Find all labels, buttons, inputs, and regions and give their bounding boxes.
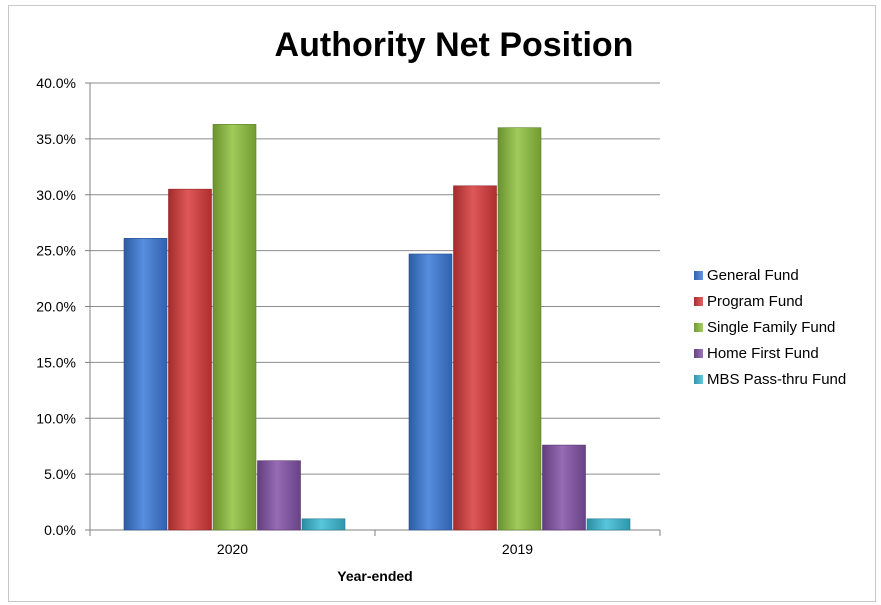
legend-swatch <box>694 296 703 306</box>
y-tick-label: 0.0% <box>44 522 76 538</box>
legend-label: Single Family Fund <box>707 318 836 336</box>
bars <box>123 124 631 531</box>
x-axis-ticks: 2020 2019 <box>89 530 661 557</box>
legend: General Fund Program Fund Single Family Fu… <box>694 262 846 392</box>
bar-home-first-fund-2020 <box>257 460 301 531</box>
x-tick-label: 2020 <box>217 541 248 557</box>
chart-frame <box>8 5 876 602</box>
legend-item: Single Family Fund <box>694 314 846 340</box>
bar-single-family-fund-2019 <box>497 127 542 531</box>
legend-swatch <box>694 374 703 384</box>
legend-swatch <box>694 270 703 280</box>
bar-program-fund-2020 <box>168 188 212 531</box>
legend-label: MBS Pass-thru Fund <box>707 370 847 388</box>
legend-label: Program Fund <box>707 292 803 310</box>
bar-home-first-fund-2019 <box>542 444 586 531</box>
x-tick-label: 2019 <box>502 541 533 557</box>
bar-general-fund-2019 <box>408 253 453 531</box>
legend-item: MBS Pass-thru Fund <box>694 366 846 392</box>
legend-label: Home First Fund <box>707 344 819 362</box>
y-tick-label: 20.0% <box>36 299 76 315</box>
y-tick-label: 35.0% <box>36 131 76 147</box>
legend-item: Program Fund <box>694 288 846 314</box>
y-axis-ticks: 0.0% 5.0% 10.0% 15.0% 20.0% 25.0% 30.0% 35.0% 40… <box>36 75 76 538</box>
legend-item: General Fund <box>694 262 846 288</box>
legend-label: General Fund <box>707 266 799 284</box>
y-tick-label: 5.0% <box>44 466 76 482</box>
y-tick-label: 30.0% <box>36 187 76 203</box>
legend-item: Home First Fund <box>694 340 846 366</box>
bar-single-family-fund-2020 <box>212 124 257 531</box>
bar-mbs-pass-thru-fund-2019 <box>586 518 631 531</box>
bar-mbs-pass-thru-fund-2020 <box>301 518 346 531</box>
legend-swatch <box>694 322 703 332</box>
y-tick-label: 10.0% <box>36 410 76 426</box>
bar-general-fund-2020 <box>123 238 168 531</box>
bar-program-fund-2019 <box>453 185 497 531</box>
y-tick-label: 40.0% <box>36 75 76 91</box>
x-axis-label: Year-ended <box>337 568 412 584</box>
y-tick-label: 25.0% <box>36 243 76 259</box>
y-tick-label: 15.0% <box>36 354 76 370</box>
legend-swatch <box>694 348 703 358</box>
chart-title: Authority Net Position <box>275 26 634 64</box>
